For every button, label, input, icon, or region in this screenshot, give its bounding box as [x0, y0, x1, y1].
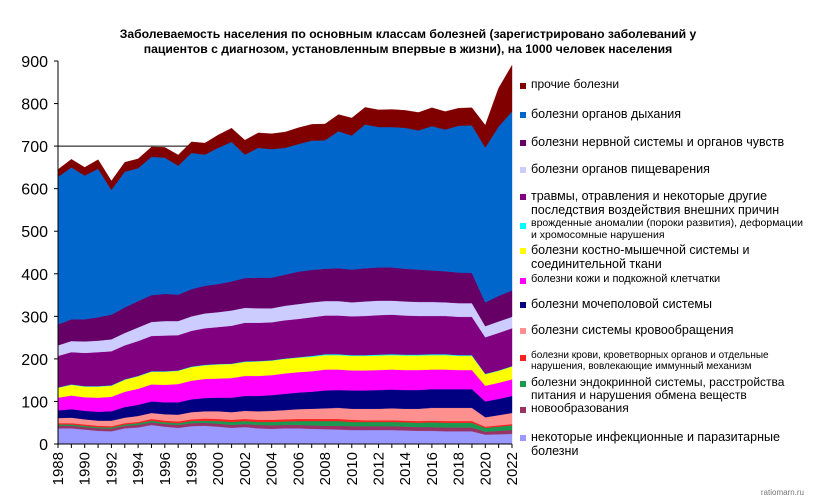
legend-item: врожденные аномалии (пороки развития), д… [520, 217, 810, 242]
x-tick-label: 1996 [157, 452, 174, 485]
x-tick-label: 1990 [77, 452, 94, 485]
legend-swatch [520, 112, 526, 118]
legend-label: болезни системы кровообращения [531, 323, 734, 337]
legend-label: некоторые инфекционные и паразитарные бо… [531, 430, 780, 458]
x-tick-label: 1988 [50, 452, 67, 485]
x-tick-label: 2008 [317, 452, 334, 485]
legend-label: болезни нервной системы и органов чувств [531, 135, 785, 149]
legend-item: травмы, отравления и некоторые другие по… [520, 189, 810, 217]
y-tick-label: 200 [21, 352, 48, 369]
legend-swatch [520, 167, 526, 173]
legend-item: болезни мочеполовой системы [520, 297, 810, 311]
watermark: ratiomarn.ru [760, 488, 804, 497]
y-tick-label: 500 [21, 224, 48, 241]
y-tick-label: 600 [21, 182, 48, 199]
y-tick-label: 400 [21, 267, 48, 284]
legend-label: болезни эндокринной системы, расстройств… [531, 375, 785, 403]
legend-item: болезни эндокринной системы, расстройств… [520, 375, 810, 403]
legend-swatch [520, 302, 526, 308]
legend-swatch [520, 381, 526, 387]
chart-title-line: Заболеваемость населения по основным кла… [120, 27, 697, 41]
legend-swatch [520, 83, 526, 89]
x-tick-label: 2020 [477, 452, 494, 485]
x-tick-label: 2018 [451, 452, 468, 485]
legend-item: болезни системы кровообращения [520, 323, 810, 337]
legend-label: травмы, отравления и некоторые другие по… [531, 189, 780, 217]
x-tick-label: 2010 [344, 452, 361, 485]
legend-item: болезни нервной системы и органов чувств [520, 135, 810, 149]
y-tick-label: 0 [39, 437, 48, 454]
y-tick-label: 800 [21, 97, 48, 114]
legend-label: болезни мочеполовой системы [531, 297, 712, 311]
y-tick-label: 100 [21, 394, 48, 411]
chart-axes: 0 100 200 300 400 500 600 700 800 900 1988 1990 1992… [21, 54, 521, 485]
chart-title: Заболеваемость населения по основным кла… [120, 27, 697, 56]
legend-swatch [520, 278, 526, 284]
x-tick-label: 1998 [184, 452, 201, 485]
x-tick-label: 2000 [210, 452, 227, 485]
legend-label: врожденные аномалии (пороки развития), д… [531, 217, 804, 241]
y-tick-label: 900 [21, 54, 48, 71]
x-tick-label: 1994 [130, 452, 147, 485]
legend-label: новообразования [531, 401, 629, 415]
legend-item: прочие болезни [520, 77, 810, 91]
legend-label: болезни костно-мышечной системы и соедин… [531, 243, 750, 271]
legend-item: болезни органов дыхания [520, 107, 810, 121]
legend-label: прочие болезни [531, 77, 620, 91]
legend-swatch [520, 407, 526, 413]
area-series-group [57, 64, 513, 445]
legend-swatch [520, 248, 526, 254]
x-tick-label: 2012 [370, 452, 387, 485]
chart-title-line: пациентов с диагнозом, установленным впе… [144, 42, 673, 56]
x-tick-label: 1992 [103, 452, 120, 485]
legend-label: болезни органов дыхания [531, 107, 681, 121]
legend-label: болезни крови, кроветворных органов и от… [531, 350, 769, 373]
x-tick-label: 2016 [424, 452, 441, 485]
legend-item: болезни костно-мышечной системы и соедин… [520, 243, 810, 271]
x-tick-label: 2014 [397, 452, 414, 485]
legend-item: некоторые инфекционные и паразитарные бо… [520, 430, 810, 458]
legend-swatch [520, 194, 526, 200]
area-series-13 [57, 64, 513, 191]
x-tick-label: 2022 [504, 452, 521, 485]
y-tick-label: 700 [21, 139, 48, 156]
legend-swatch [520, 328, 526, 334]
legend-swatch [520, 140, 526, 146]
legend-swatch [520, 435, 526, 441]
y-tick-label: 300 [21, 309, 48, 326]
legend-item: болезни органов пищеварения [520, 162, 810, 176]
legend-label: болезни кожи и подкожной клетчатки [531, 273, 721, 285]
legend-item: болезни крови, кроветворных органов и от… [520, 350, 810, 372]
x-tick-label: 2002 [237, 452, 254, 485]
legend-swatch [520, 223, 526, 229]
x-tick-label: 2004 [264, 452, 281, 485]
x-tick-label: 2006 [290, 452, 307, 485]
legend-item: болезни кожи и подкожной клетчатки [520, 273, 810, 285]
legend-swatch [520, 355, 526, 361]
legend-label: болезни органов пищеварения [531, 162, 710, 176]
legend-item: новообразования [520, 401, 810, 415]
